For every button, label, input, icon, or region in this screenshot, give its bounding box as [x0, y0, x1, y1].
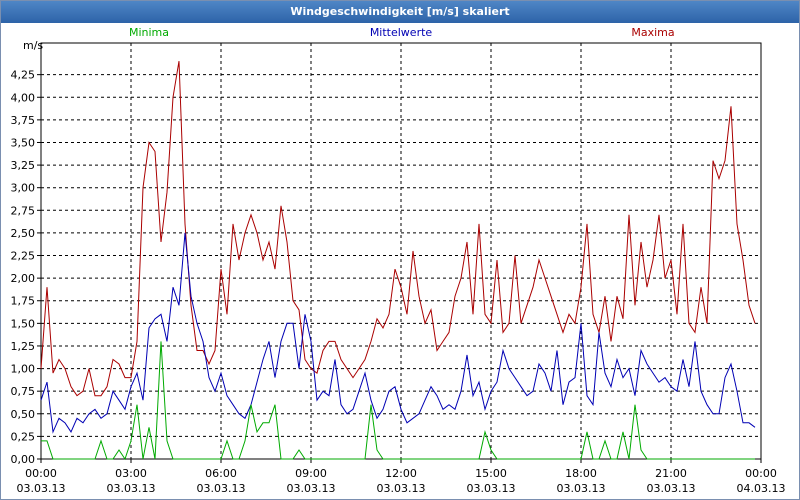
y-tick-label: 2,25 — [11, 250, 36, 263]
wind-speed-chart: m/s 0,00 0,25 0,50 0,75 1,00 1,25 1,50 1,75 2,00 2… — [11, 26, 786, 495]
x-tick-date: 03.03.13 — [107, 482, 156, 495]
plot-area — [40, 42, 762, 460]
y-tick-label: 3,00 — [11, 182, 36, 195]
y-tick-label: 0,50 — [11, 408, 36, 421]
y-tick-label: 0,75 — [11, 385, 36, 398]
x-tick-time: 03:00 — [115, 467, 147, 480]
x-tick-time: 21:00 — [655, 467, 687, 480]
legend-mittelwerte: Mittelwerte — [370, 26, 433, 39]
y-tick-label: 1,25 — [11, 340, 36, 353]
legend-maxima: Maxima — [631, 26, 674, 39]
x-tick-date: 03.03.13 — [287, 482, 336, 495]
x-tick-time: 18:00 — [565, 467, 597, 480]
y-tick-label: 1,50 — [11, 317, 36, 330]
x-tick-time: 00:00 — [745, 467, 777, 480]
legend-minima: Minima — [129, 26, 169, 39]
x-tick-time: 09:00 — [295, 467, 327, 480]
y-tick-label: 3,50 — [11, 136, 36, 149]
x-tick-date: 03.03.13 — [467, 482, 516, 495]
x-tick-date: 03.03.13 — [647, 482, 696, 495]
x-tick-time: 06:00 — [205, 467, 237, 480]
y-tick-label: 2,50 — [11, 227, 36, 240]
y-tick-label: 4,25 — [11, 69, 36, 82]
y-tick-label: 3,25 — [11, 159, 36, 172]
x-tick-time: 15:00 — [475, 467, 507, 480]
x-tick-date: 04.03.13 — [737, 482, 786, 495]
series-line-mittelwerte — [40, 232, 756, 434]
y-tick-label: 2,00 — [11, 272, 36, 285]
x-tick-date: 03.03.13 — [557, 482, 606, 495]
x-tick-time: 00:00 — [25, 467, 57, 480]
x-tick-date: 03.03.13 — [17, 482, 66, 495]
y-tick-label: 2,75 — [11, 204, 36, 217]
series-line-minima — [41, 341, 755, 461]
chart-title: Windgeschwindigkeit [m/s] skaliert — [1, 1, 799, 23]
x-tick-date: 03.03.13 — [197, 482, 246, 495]
y-tick-label: 1,75 — [11, 295, 36, 308]
y-tick-label: 3,75 — [11, 114, 36, 127]
x-tick-time: 12:00 — [385, 467, 417, 480]
x-tick-date: 03.03.13 — [377, 482, 426, 495]
y-tick-label: 1,00 — [11, 363, 36, 376]
y-tick-label: 4,00 — [11, 91, 36, 104]
y-tick-label: 0,25 — [11, 430, 36, 443]
series-line-maxima — [40, 61, 756, 397]
y-tick-label: 0,00 — [11, 453, 36, 466]
y-axis-label: m/s — [23, 39, 43, 52]
